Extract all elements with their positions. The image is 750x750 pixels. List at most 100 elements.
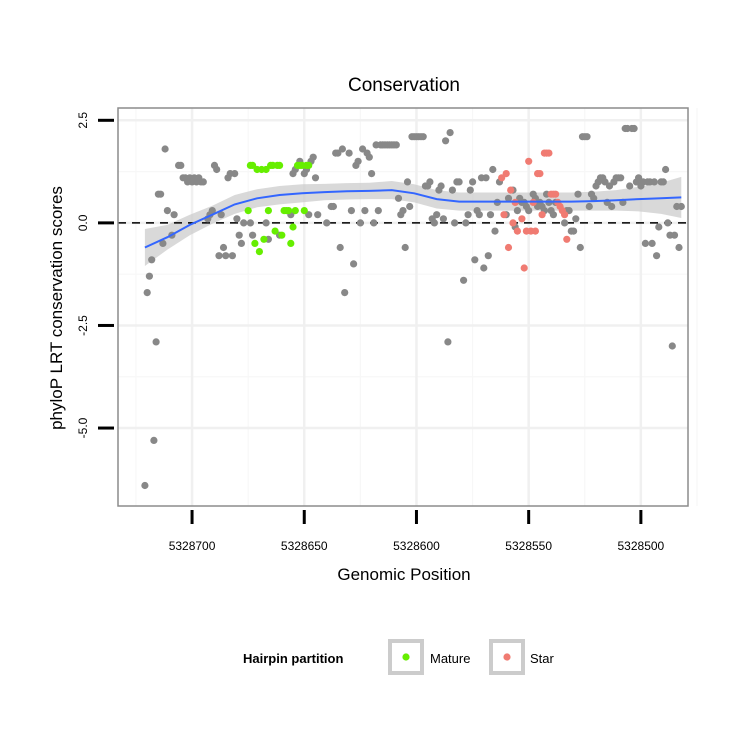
data-point — [219, 243, 228, 252]
legend-item-star: Star — [489, 639, 555, 675]
data-point — [489, 165, 497, 174]
mature-point — [260, 235, 268, 243]
data-point — [626, 182, 634, 190]
chart-title: Conservation — [348, 75, 460, 96]
data-point — [208, 207, 216, 215]
data-point — [437, 182, 445, 190]
data-point — [345, 149, 353, 157]
mature-point — [251, 239, 259, 247]
mature-point — [271, 227, 279, 235]
data-point — [655, 223, 663, 231]
y-tick-label: 2.5 — [76, 112, 90, 129]
data-point — [576, 243, 584, 252]
data-point — [677, 202, 685, 211]
data-point — [222, 252, 230, 260]
star-point — [531, 227, 540, 235]
data-point — [460, 276, 468, 284]
mature-point — [278, 231, 286, 239]
data-point — [365, 153, 373, 161]
data-point — [237, 239, 245, 247]
mature-point — [264, 207, 272, 215]
mature-point — [291, 207, 299, 215]
smooth-trend-line — [144, 189, 682, 249]
data-point — [356, 219, 364, 227]
data-point — [141, 481, 149, 490]
data-point — [513, 207, 522, 215]
data-point — [462, 219, 470, 227]
data-point — [662, 165, 670, 174]
x-tick-label: 5328650 — [281, 539, 328, 553]
data-point — [482, 174, 490, 182]
data-point — [574, 190, 582, 198]
data-point — [466, 186, 474, 194]
legend-swatch-star — [503, 653, 511, 661]
star-point — [498, 174, 506, 182]
data-point — [394, 194, 403, 202]
star-point — [518, 215, 526, 223]
data-point — [240, 219, 248, 227]
data-point — [143, 289, 151, 297]
mature-point — [305, 161, 313, 169]
mature-point — [276, 161, 284, 169]
data-point — [399, 207, 407, 215]
data-point — [617, 174, 625, 182]
data-point — [157, 190, 165, 198]
data-point — [311, 174, 320, 182]
star-point — [502, 170, 510, 178]
panel-background — [118, 108, 688, 506]
data-point — [641, 239, 650, 247]
data-point — [338, 145, 346, 153]
data-point — [170, 211, 178, 219]
data-point — [426, 178, 434, 186]
x-tick-label: 5328550 — [505, 539, 552, 553]
data-point — [464, 211, 472, 219]
star-point — [509, 219, 517, 227]
data-point — [608, 202, 616, 211]
data-point — [659, 178, 667, 186]
data-point — [228, 252, 236, 260]
mature-point — [244, 207, 252, 215]
data-point — [561, 219, 569, 227]
data-point — [448, 186, 456, 194]
data-point — [455, 178, 463, 186]
data-point — [572, 215, 580, 223]
data-point — [439, 215, 447, 223]
legend-title: Hairpin partition — [243, 651, 343, 666]
data-points — [141, 124, 685, 490]
legend-swatch-mature — [402, 653, 410, 661]
data-point — [347, 207, 355, 215]
data-point — [145, 272, 153, 280]
mature-point — [287, 239, 295, 247]
data-point — [309, 153, 317, 161]
mature-point — [255, 248, 263, 256]
data-point — [262, 219, 270, 227]
data-point — [361, 207, 369, 215]
x-tick-label: 5328600 — [393, 539, 440, 553]
data-point — [148, 256, 156, 264]
star-point — [561, 211, 569, 219]
smooth-confidence-ribbon — [144, 176, 682, 266]
star-point — [563, 235, 571, 243]
data-point — [664, 219, 672, 227]
data-point — [159, 239, 167, 247]
data-point — [231, 170, 239, 178]
data-point — [480, 264, 488, 272]
data-point — [341, 289, 349, 297]
data-point — [484, 252, 492, 260]
data-point — [350, 260, 358, 268]
data-point — [217, 211, 225, 219]
data-point — [163, 207, 171, 215]
data-point — [486, 211, 495, 219]
x-axis: 5328700 5328650 5328600 5328550 5328500 — [169, 510, 665, 553]
data-point — [442, 137, 450, 145]
data-point — [471, 256, 479, 264]
data-point — [570, 227, 578, 235]
data-point — [446, 129, 454, 137]
data-point — [469, 178, 477, 186]
star-point — [507, 186, 515, 194]
data-point — [650, 178, 658, 186]
data-point — [401, 243, 409, 252]
y-tick-label: -5.0 — [76, 417, 90, 438]
legend-label-mature: Mature — [430, 651, 470, 666]
data-point — [161, 145, 169, 153]
